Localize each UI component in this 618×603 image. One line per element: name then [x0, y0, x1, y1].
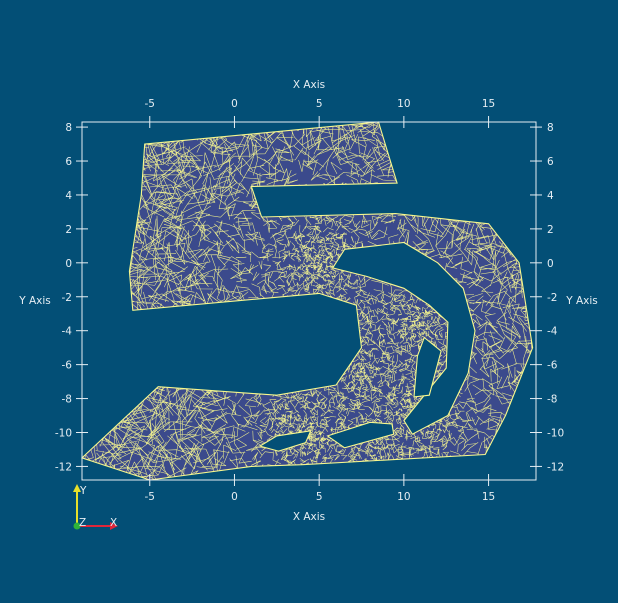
y-tick-label-left: -2	[62, 292, 72, 304]
mesh-hole-2	[413, 336, 442, 398]
y-tick-label-right: 2	[547, 224, 554, 236]
x-tick-label-bottom: 10	[397, 491, 410, 503]
orientation-y-arrow-icon	[73, 484, 81, 492]
y-tick-label-left: -12	[55, 461, 72, 473]
y-axis-title-left: Y Axis	[18, 295, 51, 307]
x-tick-label-bottom: 15	[482, 491, 495, 503]
x-tick-label-top: 0	[231, 98, 238, 110]
y-tick-label-right: -12	[547, 461, 564, 473]
y-tick-label-right: 0	[547, 258, 554, 270]
y-tick-label-right: 6	[547, 156, 554, 168]
y-tick-label-left: 2	[65, 224, 72, 236]
orientation-y-label: Y	[79, 485, 87, 497]
y-tick-label-left: 8	[65, 122, 72, 134]
y-tick-label-left: 6	[65, 156, 72, 168]
x-tick-label-bottom: -5	[145, 491, 155, 503]
x-tick-label-top: 15	[482, 98, 495, 110]
y-tick-label-left: 4	[65, 190, 72, 202]
orientation-x-arrow-icon	[110, 522, 118, 530]
mesh-hole-3	[258, 430, 312, 452]
y-tick-label-left: -10	[55, 427, 72, 439]
y-tick-label-right: -4	[547, 326, 558, 338]
y-tick-label-left: -4	[62, 326, 73, 338]
y-axis-title-right: Y Axis	[565, 295, 598, 307]
mesh-outer-boundary	[80, 121, 534, 481]
y-tick-label-right: -8	[547, 394, 557, 406]
axes-frame	[81, 121, 537, 481]
y-tick-label-right: -2	[547, 292, 557, 304]
y-tick-label-left: -6	[62, 360, 73, 372]
mesh-hole-4	[326, 421, 395, 449]
orientation-x-label: X	[110, 517, 117, 529]
mesh-hole-1	[331, 241, 476, 435]
y-tick-label-left: -8	[62, 394, 72, 406]
orientation-z-axis-icon	[73, 522, 81, 530]
x-tick-label-top: 5	[316, 98, 323, 110]
x-tick-label-top: -5	[145, 98, 155, 110]
x-axis-title-bottom: X Axis	[293, 511, 325, 523]
mesh-surface	[80, 121, 534, 481]
y-tick-label-right: 8	[547, 122, 554, 134]
orientation-z-label: Z	[79, 517, 86, 529]
y-tick-label-right: 4	[547, 190, 554, 202]
x-tick-label-bottom: 0	[231, 491, 238, 503]
x-tick-label-top: 10	[397, 98, 410, 110]
y-tick-label-right: -10	[547, 427, 564, 439]
cube-axes: -5 -5 0 0 5 5 10 10 15 15 8 8 6 6 4 4 2 2 0 0 -2 -2 -4 -4 -6 -6 -8…	[55, 98, 564, 503]
x-axis-title-top: X Axis	[293, 79, 325, 91]
x-tick-label-bottom: 5	[316, 491, 323, 503]
y-tick-label-right: -6	[547, 360, 558, 372]
y-tick-label-left: 0	[65, 258, 72, 270]
orientation-axes-widget: Y Z X	[73, 484, 118, 530]
